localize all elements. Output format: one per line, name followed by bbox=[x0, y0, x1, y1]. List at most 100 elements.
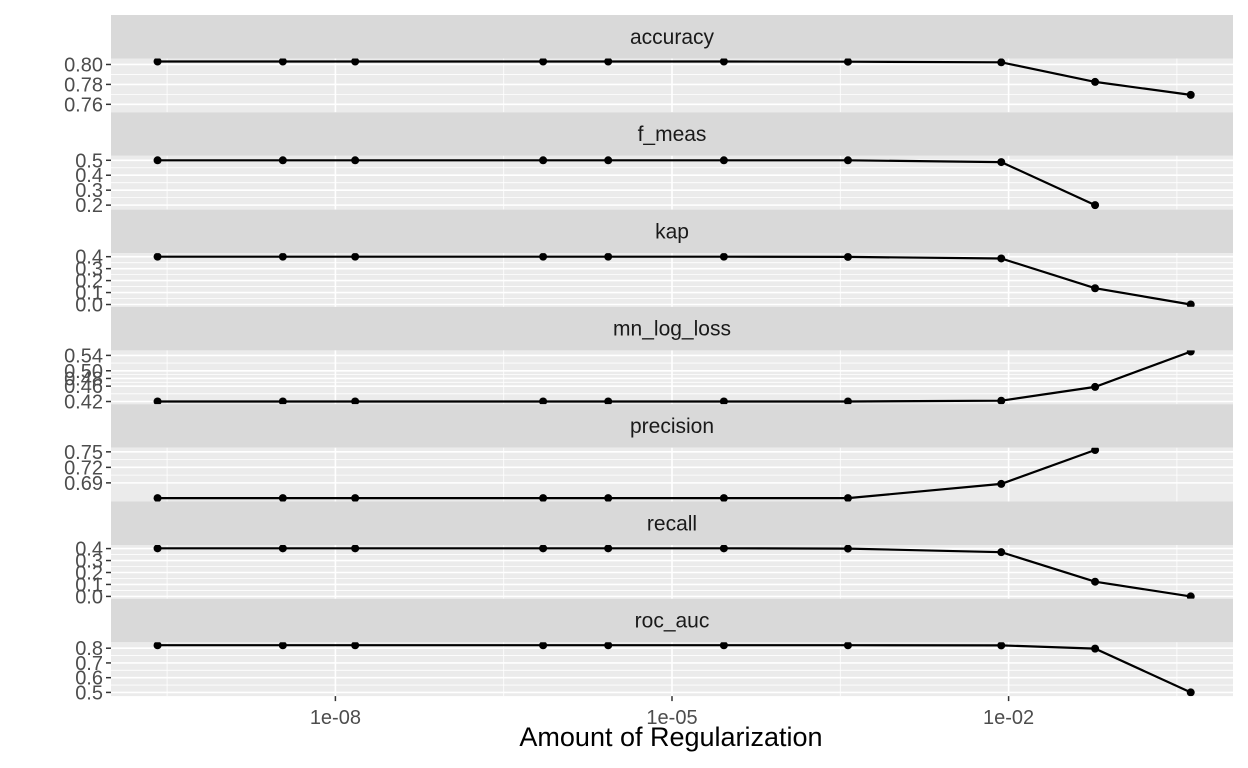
strip-label-recall: recall bbox=[647, 512, 697, 535]
y-tick-label: 0.7 bbox=[75, 653, 103, 675]
data-point-roc-auc-10 bbox=[1186, 688, 1195, 697]
data-point-f-meas-3 bbox=[351, 156, 360, 165]
data-point-accuracy-5 bbox=[604, 58, 613, 66]
series-line-roc-auc bbox=[157, 644, 1192, 694]
y-tick-label: 0.6 bbox=[75, 668, 103, 690]
strip-label-mn-log-loss: mn_log_loss bbox=[613, 318, 731, 341]
x-axis: 1e-08 1e-05 1e-02 bbox=[310, 696, 1034, 729]
series-accuracy bbox=[153, 58, 1195, 99]
data-point-kap-7 bbox=[843, 253, 852, 261]
data-point-f-meas-4 bbox=[539, 156, 548, 165]
series-recall bbox=[153, 545, 1195, 599]
data-point-roc-auc-6 bbox=[719, 642, 728, 650]
series-mn-log-loss bbox=[153, 350, 1195, 405]
strip-label-accuracy: accuracy bbox=[630, 26, 715, 49]
data-point-mn-log-loss-5 bbox=[604, 397, 613, 405]
y-tick-label: 0.8 bbox=[75, 638, 103, 660]
data-point-kap-10 bbox=[1186, 300, 1195, 307]
data-point-roc-auc-4 bbox=[539, 642, 548, 650]
data-point-roc-auc-3 bbox=[351, 642, 360, 650]
data-point-kap-6 bbox=[719, 253, 728, 261]
data-point-recall-8 bbox=[997, 548, 1006, 557]
y-tick-label: 0.5 bbox=[75, 682, 103, 704]
data-point-kap-8 bbox=[997, 254, 1006, 263]
y-tick-label: 0.4 bbox=[75, 539, 103, 561]
y-tick-label: 0.69 bbox=[64, 473, 103, 495]
y-tick-label: 0.54 bbox=[64, 345, 103, 367]
data-point-recall-6 bbox=[719, 545, 728, 553]
facet-recall: recall 0.00.10.20.30.4 bbox=[75, 501, 1233, 608]
data-point-kap-9 bbox=[1091, 284, 1100, 293]
y-tick-label: 0.3 bbox=[75, 551, 103, 573]
data-point-roc-auc-5 bbox=[604, 642, 613, 650]
y-tick-label: 0.76 bbox=[64, 94, 103, 116]
x-axis-title: Amount of Regularization bbox=[519, 722, 822, 752]
y-tick-label: 0.3 bbox=[75, 259, 103, 281]
data-point-precision-6 bbox=[719, 494, 728, 502]
data-point-precision-8 bbox=[997, 479, 1006, 488]
data-point-roc-auc-8 bbox=[997, 642, 1006, 650]
data-point-recall-10 bbox=[1186, 592, 1195, 599]
data-point-precision-3 bbox=[351, 494, 360, 502]
facet-kap: kap 0.00.10.20.30.4 bbox=[75, 209, 1233, 317]
x-tick-label: 1e-08 bbox=[310, 707, 361, 729]
y-tick-label: 0.78 bbox=[64, 74, 103, 96]
data-point-mn-log-loss-8 bbox=[997, 396, 1006, 405]
data-point-accuracy-4 bbox=[539, 58, 548, 66]
y-tick-label: 0.50 bbox=[64, 361, 103, 383]
y-tick-label: 0.48 bbox=[64, 368, 103, 390]
data-point-f-meas-7 bbox=[843, 156, 852, 165]
data-point-accuracy-6 bbox=[719, 58, 728, 66]
data-point-precision-4 bbox=[539, 494, 548, 502]
series-line-accuracy bbox=[157, 60, 1191, 96]
data-point-mn-log-loss-7 bbox=[843, 397, 852, 405]
y-tick-label: 0.4 bbox=[75, 165, 103, 187]
data-point-roc-auc-1 bbox=[153, 642, 162, 650]
data-point-accuracy-7 bbox=[843, 58, 852, 66]
y-tick-label: 0.2 bbox=[75, 271, 103, 293]
data-point-roc-auc-7 bbox=[843, 642, 852, 650]
y-tick-label: 0.5 bbox=[75, 150, 103, 172]
x-tick-label: 1e-05 bbox=[646, 707, 697, 729]
strip-accuracy bbox=[111, 15, 1233, 59]
strip-f-meas bbox=[111, 112, 1233, 156]
facet-roc-auc: roc_auc 0.50.60.70.8 bbox=[75, 598, 1233, 704]
y-tick-label: 0.0 bbox=[75, 586, 103, 608]
data-point-kap-2 bbox=[278, 253, 287, 261]
y-tick-label: 0.42 bbox=[64, 392, 103, 414]
series-line-recall bbox=[157, 547, 1191, 598]
y-tick-label: 0.0 bbox=[75, 295, 103, 317]
series-f-meas bbox=[153, 156, 1100, 210]
strip-mn-log-loss bbox=[111, 306, 1233, 351]
data-point-roc-auc-2 bbox=[278, 642, 287, 650]
data-point-precision-7 bbox=[843, 494, 852, 502]
y-tick-label: 0.1 bbox=[75, 283, 103, 305]
data-point-precision-2 bbox=[278, 494, 287, 502]
data-point-accuracy-3 bbox=[351, 58, 360, 66]
data-point-recall-3 bbox=[351, 545, 360, 553]
data-point-kap-4 bbox=[539, 253, 548, 261]
data-point-precision-5 bbox=[604, 494, 613, 502]
y-tick-label: 0.1 bbox=[75, 574, 103, 596]
data-point-mn-log-loss-4 bbox=[539, 397, 548, 405]
data-point-accuracy-2 bbox=[278, 58, 287, 66]
series-line-kap bbox=[157, 255, 1191, 306]
y-tick-label: 0.4 bbox=[75, 247, 103, 269]
strip-precision bbox=[111, 404, 1233, 448]
strip-label-f-meas: f_meas bbox=[638, 123, 707, 146]
facet-precision: precision 0.690.720.75 bbox=[64, 404, 1233, 502]
data-point-precision-9 bbox=[1091, 447, 1100, 455]
data-point-f-meas-6 bbox=[719, 156, 728, 165]
strip-roc-auc bbox=[111, 598, 1233, 643]
strip-label-kap: kap bbox=[655, 220, 689, 243]
data-point-mn-log-loss-1 bbox=[153, 397, 162, 405]
data-point-f-meas-8 bbox=[997, 158, 1006, 167]
strip-recall bbox=[111, 501, 1233, 545]
data-point-mn-log-loss-6 bbox=[719, 397, 728, 405]
data-point-recall-2 bbox=[278, 545, 287, 553]
strip-label-precision: precision bbox=[630, 415, 714, 438]
data-point-mn-log-loss-2 bbox=[278, 397, 287, 405]
data-point-accuracy-10 bbox=[1186, 90, 1195, 99]
data-point-accuracy-9 bbox=[1091, 77, 1100, 86]
